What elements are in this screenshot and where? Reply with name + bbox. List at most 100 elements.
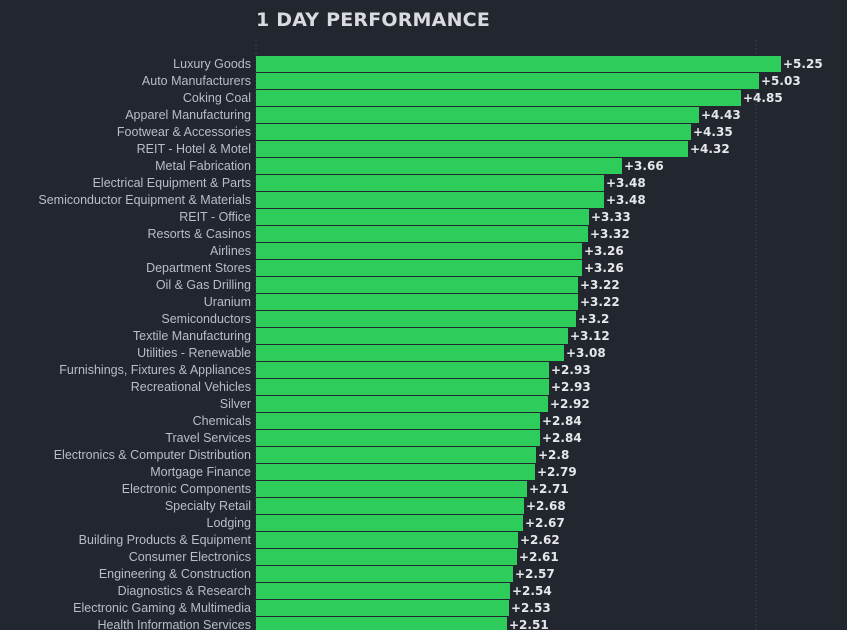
bar[interactable] bbox=[256, 362, 549, 378]
bar-row: Textile Manufacturing +3.12 bbox=[133, 328, 610, 344]
bar[interactable] bbox=[256, 396, 548, 412]
bar-row: Auto Manufacturers +5.03 bbox=[142, 73, 801, 89]
value-label: +3.33 bbox=[591, 210, 631, 224]
category-label: Coking Coal bbox=[183, 91, 251, 105]
bar[interactable] bbox=[256, 515, 523, 531]
bar[interactable] bbox=[256, 583, 510, 599]
bar-row: Consumer Electronics +2.61 bbox=[129, 549, 559, 565]
category-label: Luxury Goods bbox=[173, 57, 251, 71]
bar[interactable] bbox=[256, 226, 588, 242]
bar[interactable] bbox=[256, 192, 604, 208]
category-label: Footwear & Accessories bbox=[117, 125, 251, 139]
category-label: Airlines bbox=[210, 244, 251, 258]
bar-row: Coking Coal +4.85 bbox=[183, 90, 783, 106]
bar-row: Electronic Components +2.71 bbox=[122, 481, 569, 497]
bar[interactable] bbox=[256, 311, 576, 327]
bar[interactable] bbox=[256, 107, 699, 123]
value-label: +3.26 bbox=[584, 244, 624, 258]
value-label: +3.22 bbox=[580, 278, 620, 292]
bar-row: REIT - Hotel & Motel +4.32 bbox=[137, 141, 730, 157]
bar[interactable] bbox=[256, 90, 741, 106]
category-label: Semiconductors bbox=[161, 312, 251, 326]
bar-row: Electronics & Computer Distribution +2.8 bbox=[54, 447, 569, 463]
category-label: Silver bbox=[220, 397, 251, 411]
category-label: Electronics & Computer Distribution bbox=[54, 448, 251, 462]
value-label: +5.03 bbox=[761, 74, 801, 88]
bar-row: Metal Fabrication +3.66 bbox=[155, 158, 664, 174]
bar-row: Semiconductors +3.2 bbox=[161, 311, 609, 327]
bar-row: Oil & Gas Drilling +3.22 bbox=[156, 277, 620, 293]
value-label: +2.84 bbox=[542, 431, 582, 445]
bar[interactable] bbox=[256, 141, 688, 157]
bar[interactable] bbox=[256, 481, 527, 497]
bar-row: Specialty Retail +2.68 bbox=[165, 498, 566, 514]
bar[interactable] bbox=[256, 345, 564, 361]
bar-row: Lodging +2.67 bbox=[207, 515, 565, 531]
value-label: +2.61 bbox=[519, 550, 559, 564]
category-label: Building Products & Equipment bbox=[79, 533, 252, 547]
bar-row: Utilities - Renewable +3.08 bbox=[137, 345, 606, 361]
category-label: Textile Manufacturing bbox=[133, 329, 251, 343]
bar-row: Luxury Goods +5.25 bbox=[173, 56, 823, 72]
category-label: Mortgage Finance bbox=[150, 465, 251, 479]
bar[interactable] bbox=[256, 277, 578, 293]
bar[interactable] bbox=[256, 430, 540, 446]
bar[interactable] bbox=[256, 549, 517, 565]
value-label: +3.32 bbox=[590, 227, 630, 241]
bar-row: Electronic Gaming & Multimedia +2.53 bbox=[73, 600, 551, 616]
bar[interactable] bbox=[256, 498, 524, 514]
bar[interactable] bbox=[256, 464, 535, 480]
value-label: +3.22 bbox=[580, 295, 620, 309]
bar[interactable] bbox=[256, 447, 536, 463]
category-label: Electronic Gaming & Multimedia bbox=[73, 601, 251, 615]
bar[interactable] bbox=[256, 175, 604, 191]
bar[interactable] bbox=[256, 124, 691, 140]
bar[interactable] bbox=[256, 209, 589, 225]
bar[interactable] bbox=[256, 413, 540, 429]
bar[interactable] bbox=[256, 260, 582, 276]
category-label: Engineering & Construction bbox=[99, 567, 251, 581]
bar[interactable] bbox=[256, 532, 518, 548]
bar[interactable] bbox=[256, 617, 507, 630]
bar[interactable] bbox=[256, 158, 622, 174]
category-label: Specialty Retail bbox=[165, 499, 251, 513]
value-label: +4.35 bbox=[693, 125, 733, 139]
bar-row: Semiconductor Equipment & Materials +3.48 bbox=[38, 192, 646, 208]
bar[interactable] bbox=[256, 379, 549, 395]
bar-row: Building Products & Equipment +2.62 bbox=[79, 532, 560, 548]
bar[interactable] bbox=[256, 566, 513, 582]
category-label: Semiconductor Equipment & Materials bbox=[38, 193, 251, 207]
bar[interactable] bbox=[256, 56, 781, 72]
bar-row: Apparel Manufacturing +4.43 bbox=[125, 107, 741, 123]
category-label: Furnishings, Fixtures & Appliances bbox=[59, 363, 251, 377]
bar-row: Electrical Equipment & Parts +3.48 bbox=[93, 175, 646, 191]
value-label: +3.26 bbox=[584, 261, 624, 275]
bar[interactable] bbox=[256, 328, 568, 344]
value-label: +4.32 bbox=[690, 142, 730, 156]
bar[interactable] bbox=[256, 73, 759, 89]
value-label: +2.79 bbox=[537, 465, 577, 479]
category-label: Utilities - Renewable bbox=[137, 346, 251, 360]
bar-row: Diagnostics & Research +2.54 bbox=[118, 583, 552, 599]
bar[interactable] bbox=[256, 294, 578, 310]
bar[interactable] bbox=[256, 600, 509, 616]
bar[interactable] bbox=[256, 243, 582, 259]
value-label: +2.84 bbox=[542, 414, 582, 428]
bar-row: Recreational Vehicles +2.93 bbox=[131, 379, 591, 395]
value-label: +3.66 bbox=[624, 159, 664, 173]
bar-row: REIT - Office +3.33 bbox=[179, 209, 631, 225]
category-label: Apparel Manufacturing bbox=[125, 108, 251, 122]
value-label: +4.43 bbox=[701, 108, 741, 122]
category-label: REIT - Office bbox=[179, 210, 251, 224]
bar-row: Uranium +3.22 bbox=[204, 294, 620, 310]
value-label: +3.48 bbox=[606, 176, 646, 190]
category-label: Auto Manufacturers bbox=[142, 74, 251, 88]
value-label: +2.93 bbox=[551, 380, 591, 394]
value-label: +2.53 bbox=[511, 601, 551, 615]
bar-row: Silver +2.92 bbox=[220, 396, 590, 412]
bar-row: Mortgage Finance +2.79 bbox=[150, 464, 577, 480]
value-label: +3.12 bbox=[570, 329, 610, 343]
value-label: +2.54 bbox=[512, 584, 552, 598]
bar-row: Health Information Services +2.51 bbox=[97, 617, 549, 630]
